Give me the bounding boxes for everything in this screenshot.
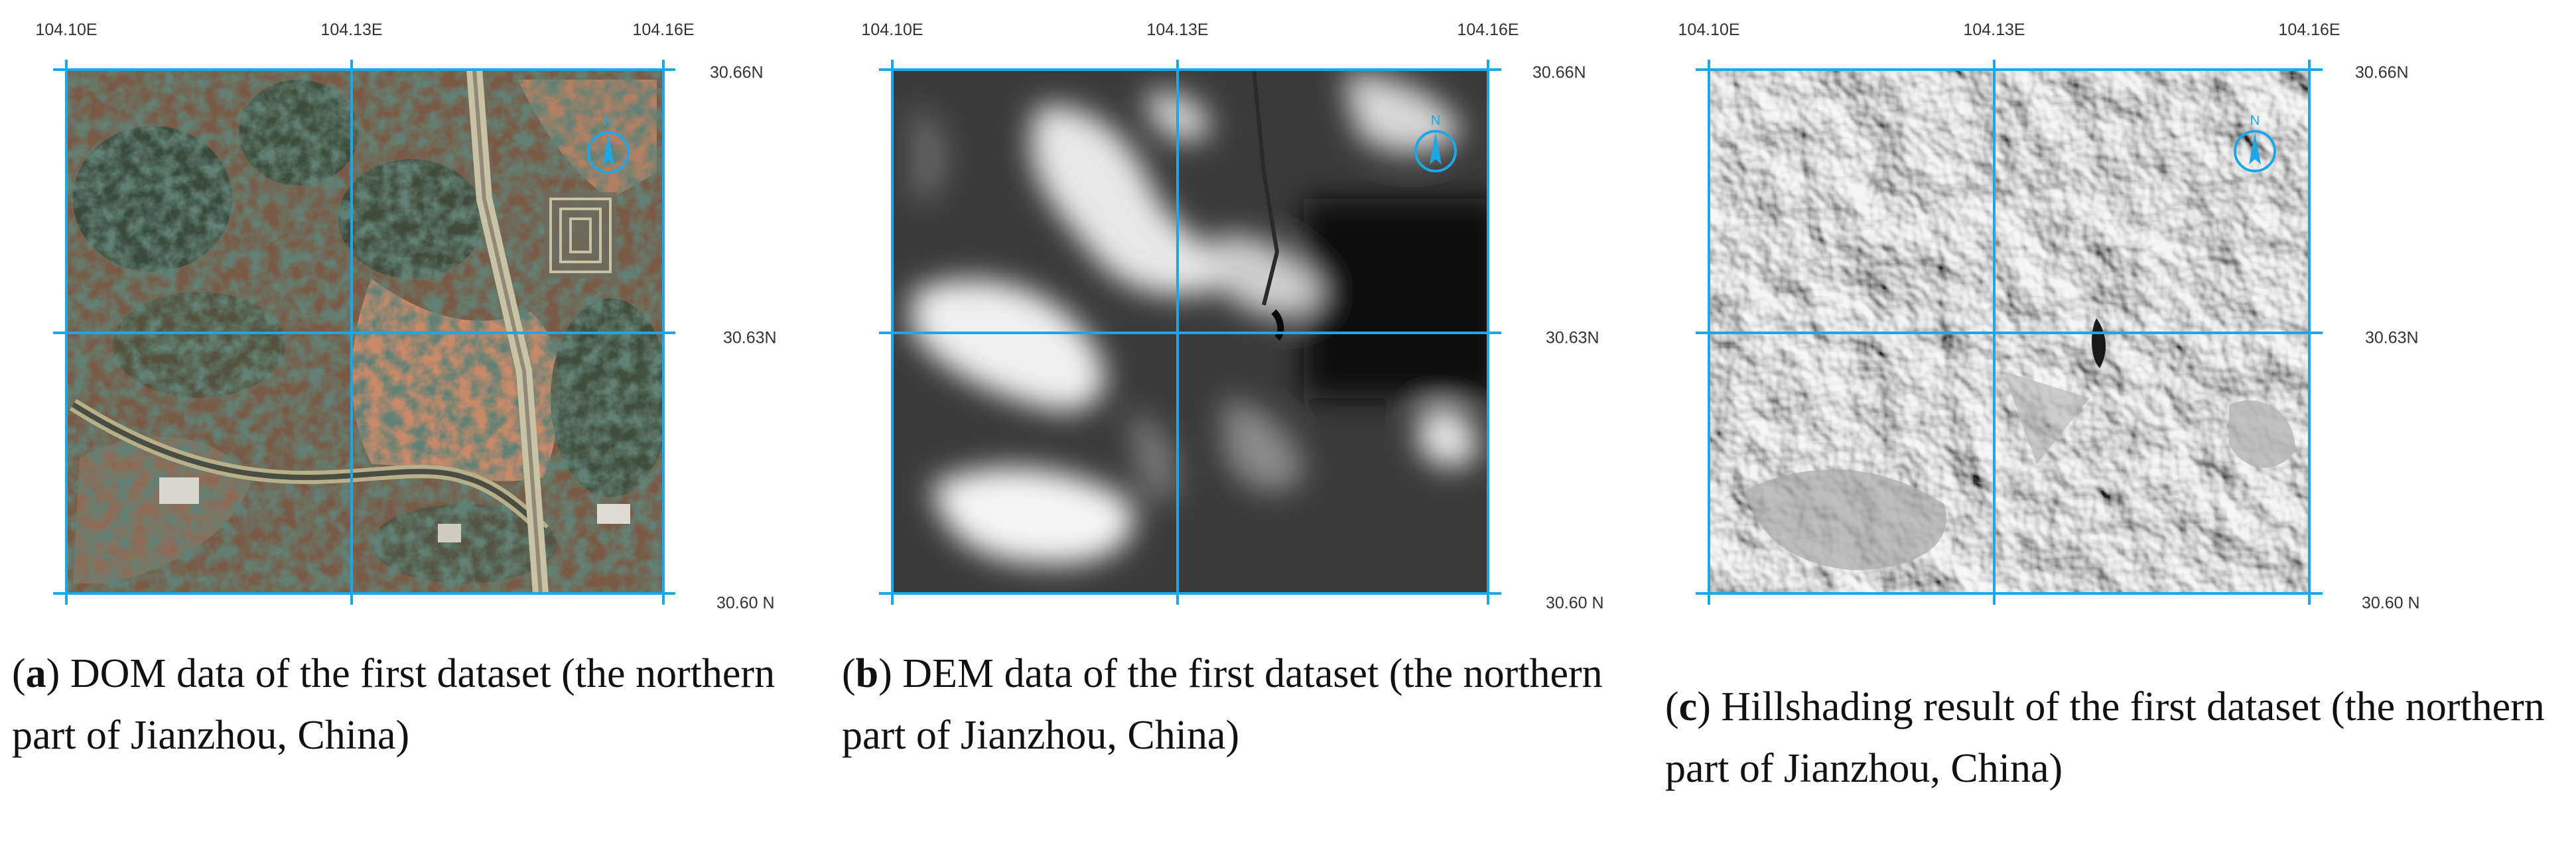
caption-letter: b <box>855 651 879 696</box>
dom-building-3 <box>438 524 461 542</box>
map-frame-a: N 104.10E 104.13E 104.16E 30.66N 30.63N … <box>0 0 836 630</box>
latitude-label: 30.63N <box>2365 328 2419 347</box>
hillshade-ridge <box>1745 469 1946 570</box>
caption-text: Hillshading result of the first dataset … <box>1665 684 2545 791</box>
svg-text:N: N <box>604 115 613 129</box>
longitude-label: 104.10E <box>35 21 98 39</box>
dom-road-curved-center <box>71 402 546 532</box>
svg-text:N: N <box>2250 113 2260 128</box>
caption-text: DOM data of the first dataset (the north… <box>12 651 776 758</box>
north-arrow-icon: N <box>1414 113 1457 172</box>
dem-map: N <box>879 60 1501 605</box>
figure-caption-c: (c) Hillshading result of the first data… <box>1665 684 2545 791</box>
latitude-label: 30.66N <box>1532 63 1586 82</box>
longitude-label: 104.10E <box>1678 21 1740 39</box>
latitude-label: 30.60 N <box>2362 593 2420 613</box>
dom-structure-pattern <box>549 198 612 273</box>
latitude-label: 30.63N <box>1546 328 1599 347</box>
caption-text: DEM data of the first dataset (the north… <box>842 651 1603 758</box>
dom-building <box>159 477 199 504</box>
north-arrow-icon: N <box>587 115 630 174</box>
coordinate-grid <box>1696 60 2323 605</box>
map-frame-c: N 104.10E 104.13E 104.16E 30.66N 30.63N … <box>1665 0 2574 630</box>
panel-c: N 104.10E 104.13E 104.16E 30.66N 30.63N … <box>1665 0 2574 862</box>
dom-road-vertical-center <box>472 70 543 593</box>
svg-text:N: N <box>1431 113 1440 128</box>
longitude-label: 104.16E <box>1457 21 1519 39</box>
latitude-label: 30.66N <box>2355 63 2409 82</box>
dem-road-trace <box>1252 70 1280 306</box>
longitude-label: 104.16E <box>2278 21 2340 39</box>
caption-letter: a <box>25 651 46 696</box>
north-arrow-icon: N <box>2234 113 2276 172</box>
panel-b: N 104.10E 104.13E 104.16E 30.66N 30.63N … <box>839 0 1675 862</box>
latitude-label: 30.60 N <box>1546 593 1604 613</box>
figure-caption-a: (a) DOM data of the first dataset (the n… <box>12 651 776 758</box>
dom-building-2 <box>597 504 630 524</box>
coordinate-grid <box>53 60 675 605</box>
hillshade-dark-cut <box>2092 318 2106 368</box>
dem-dark-patch <box>1271 309 1284 341</box>
hillshade-facet <box>2003 371 2090 464</box>
dom-map: N <box>53 60 675 605</box>
latitude-label: 30.60 N <box>716 593 775 613</box>
longitude-label: 104.13E <box>1963 21 2025 39</box>
dem-elevation-surface <box>912 73 1489 565</box>
dom-structure <box>544 192 617 278</box>
latitude-label: 30.63N <box>723 328 777 347</box>
panel-a: N 104.10E 104.13E 104.16E 30.66N 30.63N … <box>0 0 836 862</box>
latitude-label: 30.66N <box>710 63 764 82</box>
figure-caption-b: (b) DEM data of the first dataset (the n… <box>842 651 1603 758</box>
longitude-label: 104.13E <box>1146 21 1209 39</box>
longitude-label: 104.10E <box>861 21 923 39</box>
map-frame-b: N 104.10E 104.13E 104.16E 30.66N 30.63N … <box>839 0 1675 630</box>
hillshade-map: N <box>1696 60 2323 605</box>
caption-letter: c <box>1678 684 1698 729</box>
hillshade-ridge-2 <box>2229 400 2295 468</box>
longitude-label: 104.16E <box>632 21 695 39</box>
longitude-label: 104.13E <box>320 21 383 39</box>
coordinate-grid <box>879 60 1501 605</box>
